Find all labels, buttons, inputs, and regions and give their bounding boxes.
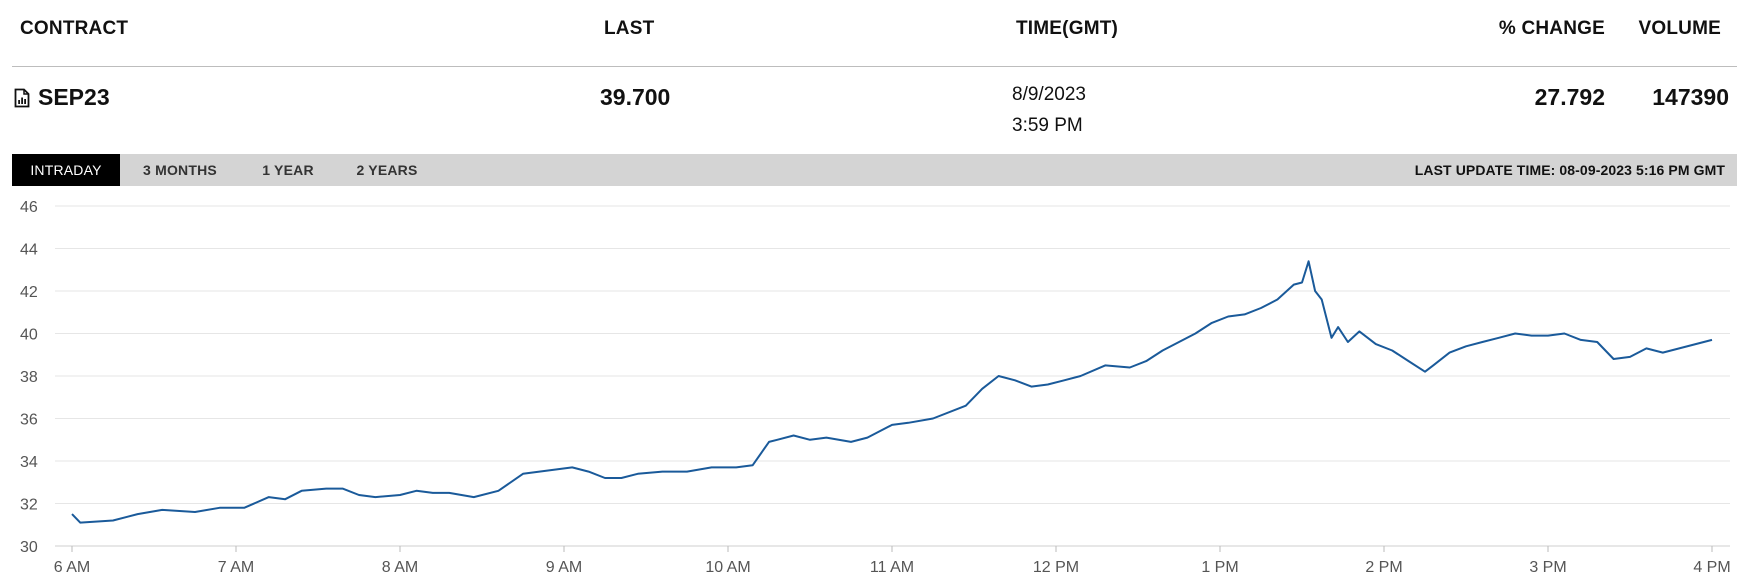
y-tick-label: 32 [20,497,38,514]
y-tick-label: 44 [20,242,38,259]
tab-3-months[interactable]: 3 MONTHS [143,162,217,178]
tab-2-years[interactable]: 2 YEARS [356,162,418,178]
pct-change-value: 27.792 [1534,84,1605,110]
tab-1-year[interactable]: 1 YEAR [262,162,314,178]
x-tick-label: 7 AM [218,559,254,576]
y-tick-label: 36 [20,412,38,429]
y-tick-label: 40 [20,327,38,344]
x-tick-label: 3 PM [1529,559,1566,576]
x-tick-label: 12 PM [1033,559,1079,576]
intraday-price-chart: 30 32 34 36 38 40 42 44 46 6 AM 7 AM 8 AM 9 AM 10 AM 1… [20,199,1731,576]
header-time: TIME(GMT) [1016,18,1119,39]
range-tab-bar: INTRADAY 3 MONTHS 1 YEAR 2 YEARS LAST UP… [12,154,1737,186]
tab-intraday[interactable]: INTRADAY [12,154,120,186]
header-divider [12,66,1737,67]
y-tick-label: 38 [20,369,38,386]
x-tick-label: 11 AM [870,559,914,576]
last-update-time: LAST UPDATE TIME: 08-09-2023 5:16 PM GMT [1414,162,1725,178]
header-contract: CONTRACT [20,18,129,39]
price-series-line [71,260,1713,524]
volume-value: 147390 [1652,84,1729,110]
y-tick-label: 46 [20,199,38,216]
contract-name[interactable]: SEP23 [38,84,110,110]
x-tick-label: 1 PM [1201,559,1238,576]
y-tick-label: 34 [20,454,38,471]
trade-date: 8/9/2023 [1012,84,1086,105]
x-tick-label: 4 PM [1693,559,1730,576]
y-tick-label: 30 [20,539,38,556]
y-tick-label: 42 [20,284,38,301]
trade-time: 3:59 PM [1012,115,1083,136]
x-tick-label: 2 PM [1365,559,1402,576]
header-pct-change: % CHANGE [1498,18,1605,39]
x-tick-label: 6 AM [54,559,90,576]
header-volume: VOLUME [1638,18,1721,39]
chart-file-icon[interactable] [14,88,30,108]
chart-series [71,260,1713,524]
header-last: LAST [604,18,655,39]
chart-axes: 30 32 34 36 38 40 42 44 46 6 AM 7 AM 8 AM 9 AM 10 AM 1… [20,199,1731,576]
x-tick-label: 8 AM [382,559,418,576]
chart-grid [55,205,1730,547]
x-tick-label: 10 AM [705,559,750,576]
x-tick-label: 9 AM [546,559,582,576]
last-price: 39.700 [600,84,671,110]
